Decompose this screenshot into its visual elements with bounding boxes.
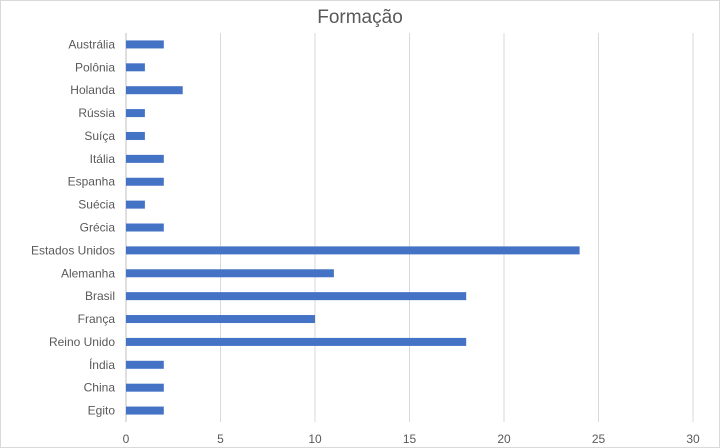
bar-brasil [126,292,467,301]
x-tick-label: 30 [686,432,700,446]
category-label: Suécia [78,198,115,212]
chart-title: Formação [317,7,403,28]
category-label: Holanda [70,83,115,97]
bar-suíça [126,131,145,140]
x-tick-label: 5 [217,432,224,446]
bar-estados-unidos [126,246,580,255]
category-label: Itália [90,152,116,166]
category-label: Polônia [75,60,115,74]
category-label: Grécia [80,221,116,235]
bar-egito [126,406,164,415]
bar-alemanha [126,269,334,278]
bar-índia [126,360,164,369]
category-label: Espanha [68,175,116,189]
bar-holanda [126,86,183,95]
x-tick-label: 15 [403,432,417,446]
bar-itália [126,154,164,163]
category-label: China [84,381,116,395]
bar-polônia [126,63,145,72]
bar-frança [126,315,315,324]
bar-reino-unido [126,337,467,346]
bar-austrália [126,40,164,49]
x-tick-label: 10 [308,432,322,446]
x-tick-label: 20 [497,432,511,446]
category-label: Índia [89,357,115,372]
x-tick-label: 25 [592,432,606,446]
bar-china [126,383,164,392]
bar-rússia [126,109,145,118]
category-label: Austrália [68,37,115,51]
category-label: Alemanha [61,266,115,280]
bar-espanha [126,177,164,186]
category-label: Rússia [78,106,115,120]
bar-suécia [126,200,145,209]
bar-grécia [126,223,164,232]
category-label: Egito [88,404,116,418]
category-label: França [78,312,116,326]
category-label: Estados Unidos [31,243,115,257]
category-label: Reino Unido [49,335,115,349]
category-label: Brasil [85,289,115,303]
x-tick-label: 0 [123,432,130,446]
category-label: Suíça [84,129,115,143]
